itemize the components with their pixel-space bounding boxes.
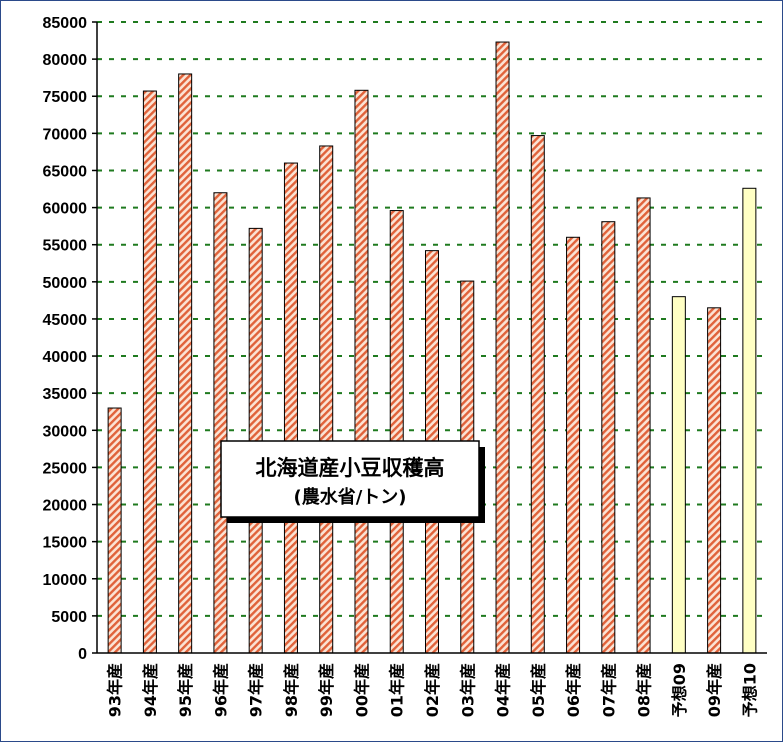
x-tick-label: 06年産 bbox=[564, 663, 583, 717]
x-tick-label: 96年産 bbox=[211, 663, 230, 717]
y-tick-labels: 0 5000 10000 15000 20000 25000 30000 35000 40000… bbox=[43, 15, 88, 663]
y-tick-label: 65000 bbox=[43, 163, 88, 180]
chart-subtitle: (農水省/トン) bbox=[293, 486, 406, 508]
x-tick-label: 03年産 bbox=[458, 663, 477, 717]
x-tick-label: 05年産 bbox=[529, 663, 548, 717]
bar-96年産 bbox=[213, 192, 228, 654]
x-tick-label: 04年産 bbox=[494, 663, 513, 717]
bar-94年産 bbox=[142, 90, 157, 654]
y-tick-label: 70000 bbox=[43, 126, 88, 143]
grid-lines bbox=[97, 21, 767, 617]
y-tick-label: 30000 bbox=[43, 423, 88, 440]
bar-00年産 bbox=[354, 89, 369, 654]
bar-93年産 bbox=[107, 407, 122, 654]
bar-01年産 bbox=[389, 210, 404, 654]
bar-98年産 bbox=[283, 162, 298, 654]
x-tick-label: 01年産 bbox=[388, 663, 407, 717]
y-tick-label: 45000 bbox=[43, 312, 88, 329]
y-tick-label: 75000 bbox=[43, 89, 88, 106]
x-tick-label: 95年産 bbox=[176, 663, 195, 717]
x-tick-label: 94年産 bbox=[141, 663, 160, 717]
x-tick-label: 02年産 bbox=[423, 663, 442, 717]
bar-06年産 bbox=[566, 236, 581, 654]
y-tick-label: 60000 bbox=[43, 201, 88, 218]
x-tick-label: 09年産 bbox=[705, 663, 724, 717]
y-tick-label: 85000 bbox=[43, 15, 88, 32]
y-tick-label: 80000 bbox=[43, 52, 88, 69]
y-tick-label: 10000 bbox=[43, 572, 88, 589]
y-tick-label: 55000 bbox=[43, 238, 88, 255]
bar-08年産 bbox=[636, 197, 651, 654]
bar-07年産 bbox=[601, 221, 616, 654]
bar-予想10 bbox=[742, 187, 757, 654]
x-tick-label: 07年産 bbox=[599, 663, 618, 717]
bar-09年産 bbox=[707, 307, 722, 654]
y-tick-label: 15000 bbox=[43, 535, 88, 552]
x-tick-labels: 93年産 94年産 95年産 96年産 97年産 98年産 99年産 00年産 01年産 02年産… bbox=[106, 663, 760, 717]
x-tick-label: 93年産 bbox=[106, 663, 125, 717]
x-tick-label: 予想09 bbox=[670, 663, 689, 717]
y-tick-label: 25000 bbox=[43, 460, 88, 477]
y-tick-label: 20000 bbox=[43, 498, 88, 515]
y-tick-label: 0 bbox=[78, 646, 87, 663]
bars bbox=[107, 41, 757, 654]
y-tick-label: 35000 bbox=[43, 386, 88, 403]
bar-05年産 bbox=[530, 135, 545, 654]
bar-04年産 bbox=[495, 41, 510, 654]
x-tick-label: 98年産 bbox=[282, 663, 301, 717]
x-tick-label: 予想10 bbox=[740, 663, 759, 717]
bar-予想09 bbox=[671, 296, 686, 654]
y-tick-label: 40000 bbox=[43, 349, 88, 366]
chart-title-box: 北海道産小豆収穫高 (農水省/トン) bbox=[220, 440, 485, 523]
chart-title: 北海道産小豆収穫高 bbox=[256, 456, 445, 480]
bar-95年産 bbox=[178, 73, 193, 654]
x-tick-label: 08年産 bbox=[635, 663, 654, 717]
y-tick-label: 50000 bbox=[43, 275, 88, 292]
x-tick-label: 99年産 bbox=[317, 663, 336, 717]
x-tick-label: 00年産 bbox=[352, 663, 371, 717]
x-tick-label: 97年産 bbox=[247, 663, 266, 717]
bar-99年産 bbox=[319, 145, 334, 654]
axes bbox=[92, 21, 767, 654]
y-tick-label: 5000 bbox=[51, 609, 87, 626]
